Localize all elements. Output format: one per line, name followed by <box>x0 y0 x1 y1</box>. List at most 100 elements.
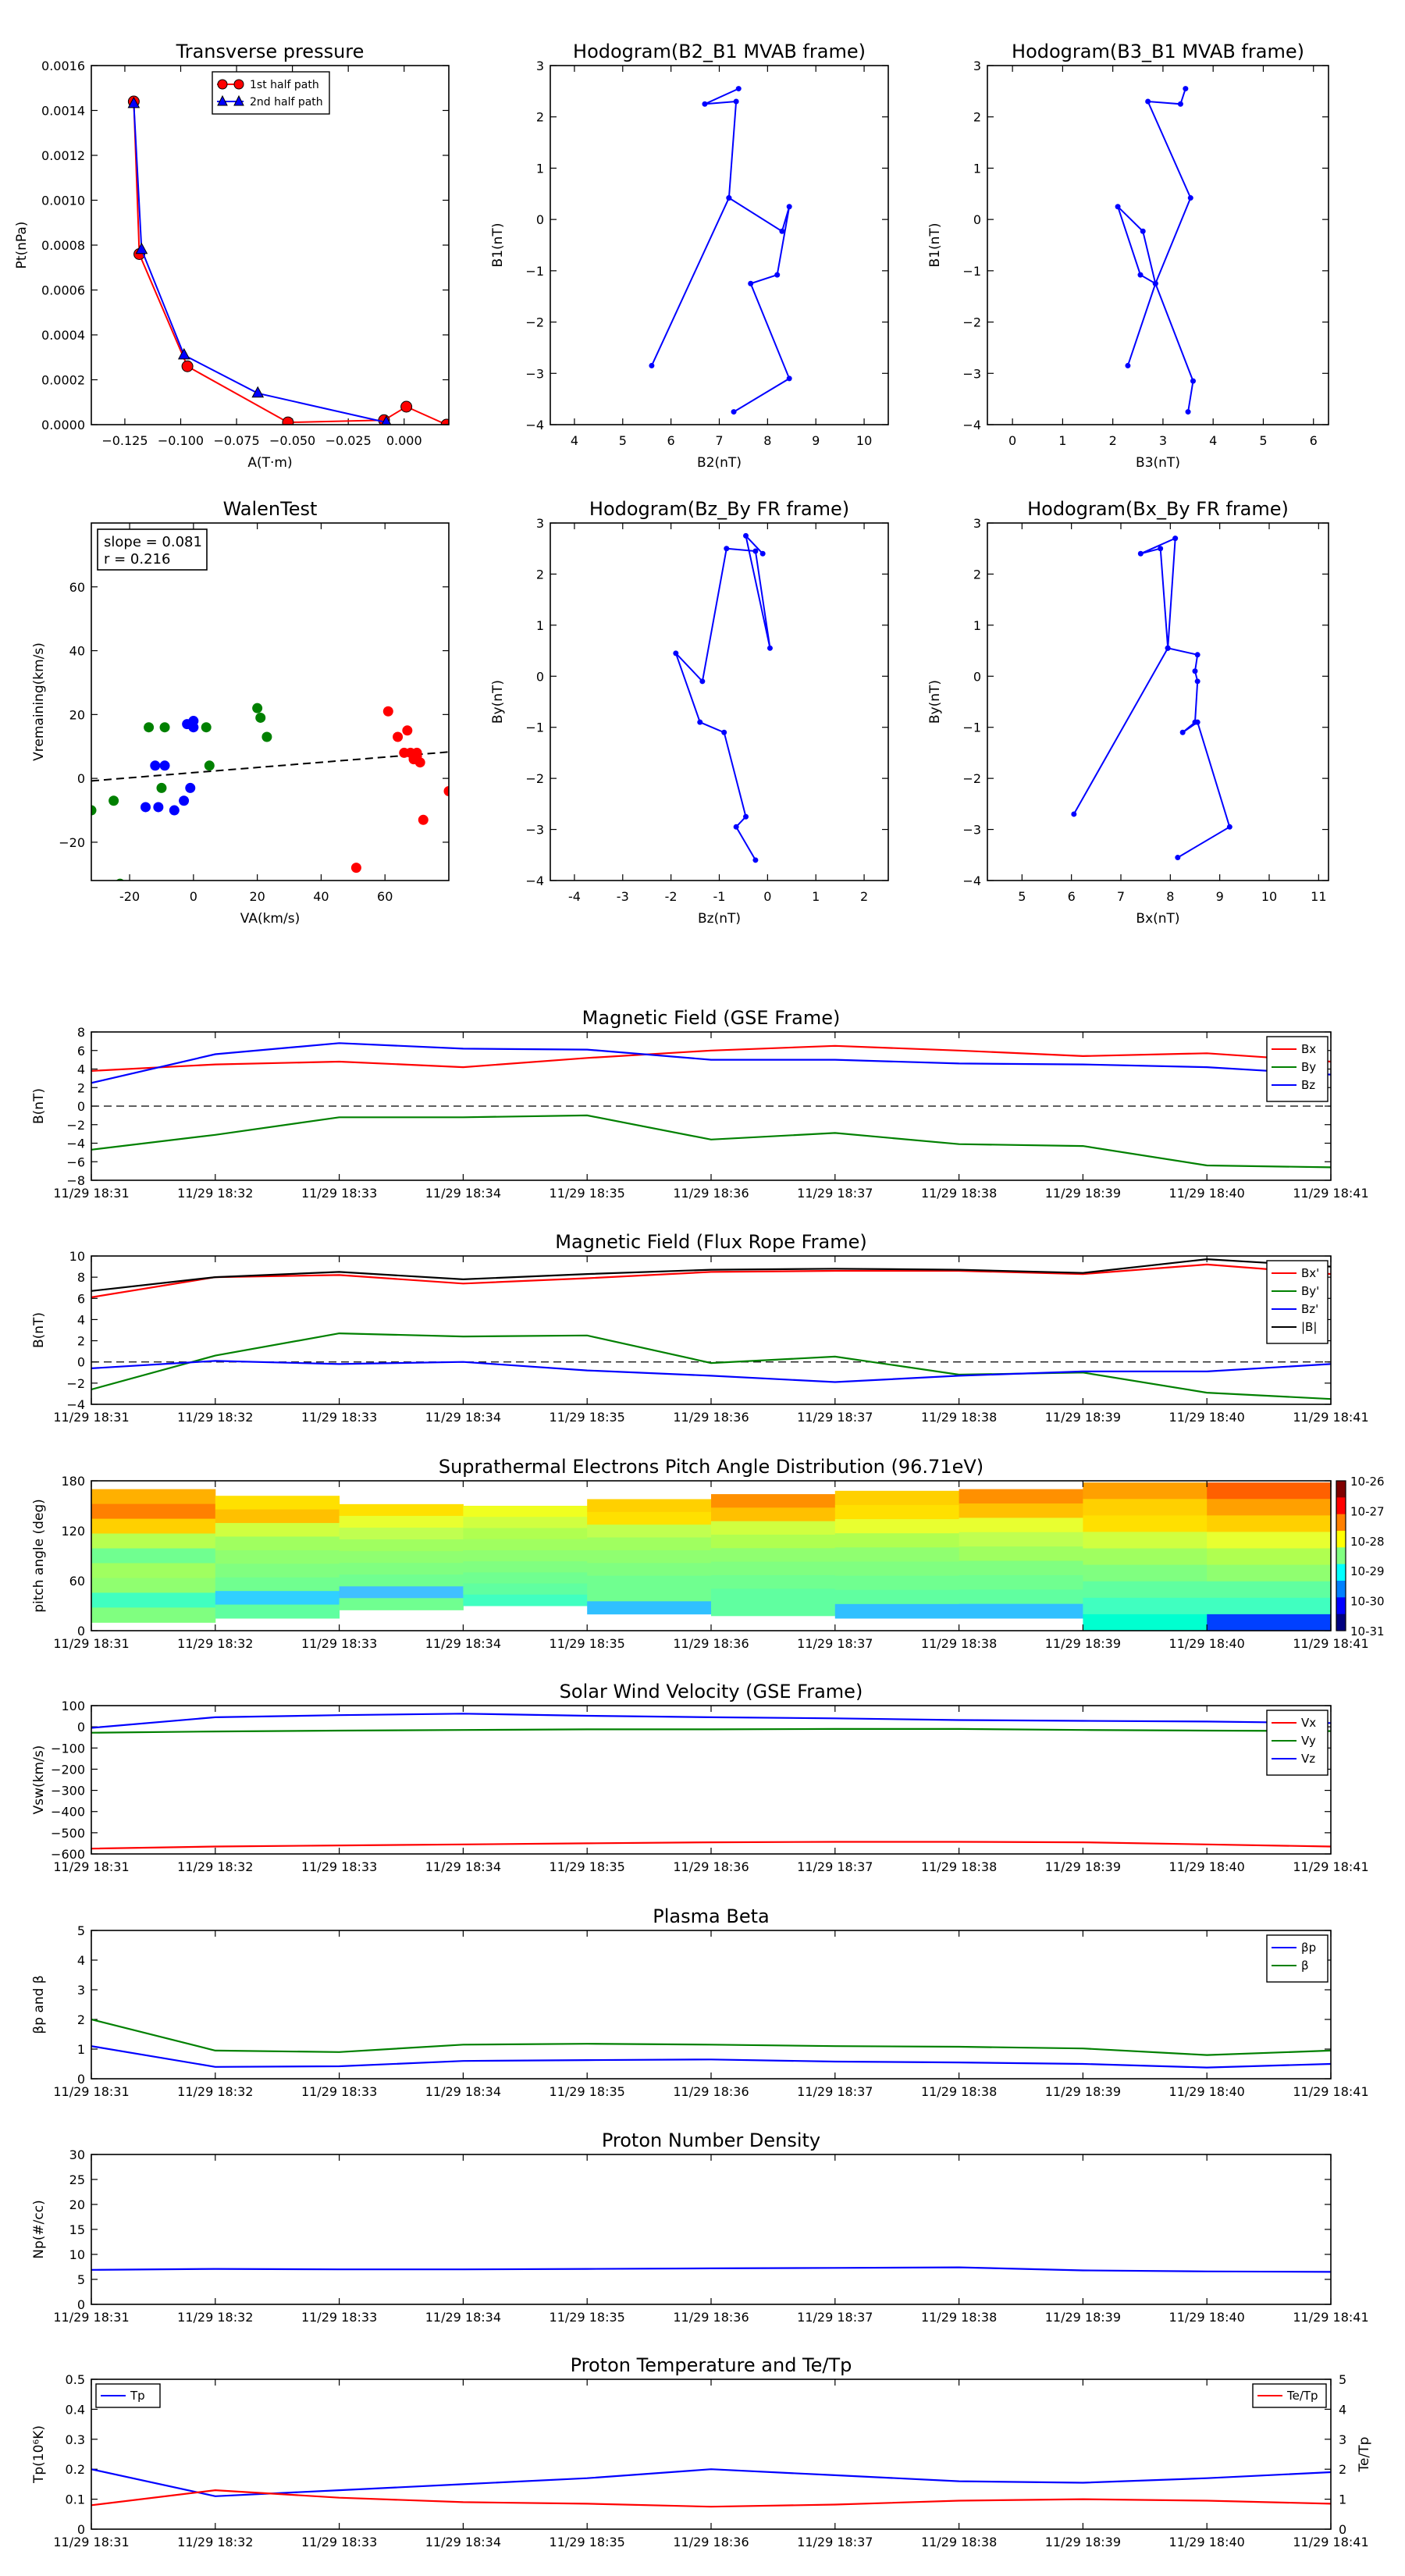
chart-1-marker <box>649 362 655 368</box>
chart-3-point <box>188 722 199 733</box>
chart-3-point <box>255 712 266 723</box>
chart-8-cell <box>463 1594 588 1606</box>
chart-2-marker <box>1187 195 1193 201</box>
chart-9-legend <box>1266 1710 1329 1776</box>
chart-6-ytick-label: −8 <box>66 1173 85 1188</box>
chart-10-legend-label: βp <box>1301 1941 1316 1955</box>
chart-8-time-label: 11/29 18:41 <box>1293 1636 1368 1651</box>
chart-5-ytick-label: −4 <box>962 873 981 888</box>
chart-10-plot <box>91 2018 1331 2069</box>
chart-6-time-label: 11/29 18:38 <box>921 1186 997 1201</box>
chart-5-series-line <box>1072 647 1231 859</box>
chart-8-cell <box>587 1550 712 1564</box>
chart-0-ytick-label: 0.0010 <box>41 194 85 208</box>
chart-8-cell <box>587 1525 712 1539</box>
chart-11-time-label: 11/29 18:40 <box>1169 2310 1245 2325</box>
chart-1-ytick-label: 2 <box>536 110 544 125</box>
chart-8-cell <box>1207 1614 1332 1631</box>
chart-8-cell <box>834 1533 960 1548</box>
chart-8-cell <box>91 1533 216 1550</box>
chart-6-ytick-label: −4 <box>66 1137 85 1151</box>
chart-8-time-label: 11/29 18:34 <box>425 1636 501 1651</box>
chart-1-xtick-label: 8 <box>763 433 771 448</box>
chart-12-ytick-right-label: 1 <box>1339 2492 1346 2507</box>
chart-2-marker <box>1183 86 1189 92</box>
chart-11-time-label: 11/29 18:37 <box>797 2310 873 2325</box>
chart-9-ytick-label: −100 <box>51 1741 85 1756</box>
chart-1-series-line <box>650 197 791 413</box>
chart-10-legend <box>1266 1934 1329 1983</box>
chart-4-ytick-label: 2 <box>536 567 544 582</box>
chart-5-xlabel: Bx(nT) <box>1136 911 1179 927</box>
chart-8-colorbar-label: 10-29 <box>1350 1564 1385 1578</box>
chart-12-ytick-label: 0.4 <box>66 2402 85 2417</box>
chart-7-series-0 <box>91 1263 1331 1298</box>
chart-0-marker <box>440 418 449 425</box>
chart-1-xtick-label: 4 <box>571 433 578 448</box>
chart-6-legend-label: Bx <box>1301 1042 1316 1056</box>
chart-2-marker <box>1137 272 1144 278</box>
chart-12-ytick-right-label: 4 <box>1339 2402 1346 2417</box>
chart-12-time-label: 11/29 18:35 <box>550 2535 625 2549</box>
chart-10-ytick-label: 4 <box>77 1953 85 1968</box>
chart-8-cell <box>91 1578 216 1593</box>
chart-8-cell <box>834 1519 960 1534</box>
chart-9-time-label: 11/29 18:40 <box>1169 1859 1245 1874</box>
chart-8-cell <box>215 1591 340 1606</box>
chart-1-ytick-label: −1 <box>525 264 544 279</box>
chart-1-series-line <box>704 87 739 198</box>
chart-2-ytick-label: −3 <box>962 366 981 381</box>
chart-2-xlabel: B3(nT) <box>1136 455 1180 471</box>
chart-2-xtick-label: 3 <box>1159 433 1167 448</box>
chart-8-time-label: 11/29 18:31 <box>53 1636 129 1651</box>
chart-4-xtick-label: -3 <box>617 889 629 904</box>
chart-3-point <box>140 802 151 813</box>
chart-7-series-1 <box>91 1332 1331 1400</box>
chart-5-frame <box>987 522 1329 881</box>
chart-5-title: Hodogram(Bx_By FR frame) <box>1027 498 1289 520</box>
chart-8-cell <box>1207 1564 1332 1582</box>
chart-0-xtick-label: −0.125 <box>101 433 148 448</box>
chart-8-cell <box>711 1589 836 1603</box>
chart-7-ytick-label: −4 <box>66 1397 85 1412</box>
chart-1-ytick-label: −4 <box>525 418 544 432</box>
chart-0-marker <box>135 242 148 254</box>
chart-3-point <box>91 805 97 816</box>
chart-6-time-label: 11/29 18:32 <box>177 1186 253 1201</box>
chart-12-ytick-right-label: 0 <box>1339 2522 1346 2537</box>
chart-8-cell <box>1207 1548 1332 1566</box>
chart-7-ytick-label: 2 <box>77 1334 85 1349</box>
chart-8-cell <box>215 1496 340 1510</box>
chart-0-ytick-label: 0.0000 <box>41 418 85 432</box>
chart-3-frame <box>91 522 450 881</box>
chart-0-marker <box>251 386 265 398</box>
chart-0-plot <box>127 95 449 425</box>
chart-8-cell <box>1207 1499 1332 1516</box>
chart-4-plot <box>673 532 773 863</box>
chart-1-marker <box>702 101 708 107</box>
chart-3-point <box>156 782 167 793</box>
chart-6-plot <box>91 1042 1331 1169</box>
chart-9-time-label: 11/29 18:35 <box>550 1859 625 1874</box>
chart-5-marker <box>1194 678 1200 685</box>
chart-5-xtick-label: 6 <box>1068 889 1076 904</box>
chart-4-marker <box>752 857 759 863</box>
chart-7-ytick-label: 10 <box>69 1249 85 1264</box>
chart-4-xtick-label: -4 <box>568 889 581 904</box>
chart-12-time-label: 11/29 18:34 <box>425 2535 501 2549</box>
chart-1-marker <box>786 375 792 382</box>
chart-8-cell <box>215 1523 340 1537</box>
chart-4-marker <box>743 532 749 539</box>
chart-8-cell <box>587 1575 712 1589</box>
chart-8-cell <box>463 1550 588 1562</box>
chart-8-cell <box>711 1602 836 1617</box>
chart-8-cell <box>463 1528 588 1540</box>
chart-7-time-label: 11/29 18:38 <box>921 1410 997 1425</box>
chart-9-time-label: 11/29 18:32 <box>177 1859 253 1874</box>
chart-12-legend-label: Tp <box>130 2389 145 2403</box>
chart-10-time-label: 11/29 18:38 <box>921 2084 997 2099</box>
chart-4-xlabel: Bz(nT) <box>698 911 741 927</box>
chart-8-cell <box>91 1607 216 1623</box>
chart-6-ytick-label: −2 <box>66 1118 85 1133</box>
